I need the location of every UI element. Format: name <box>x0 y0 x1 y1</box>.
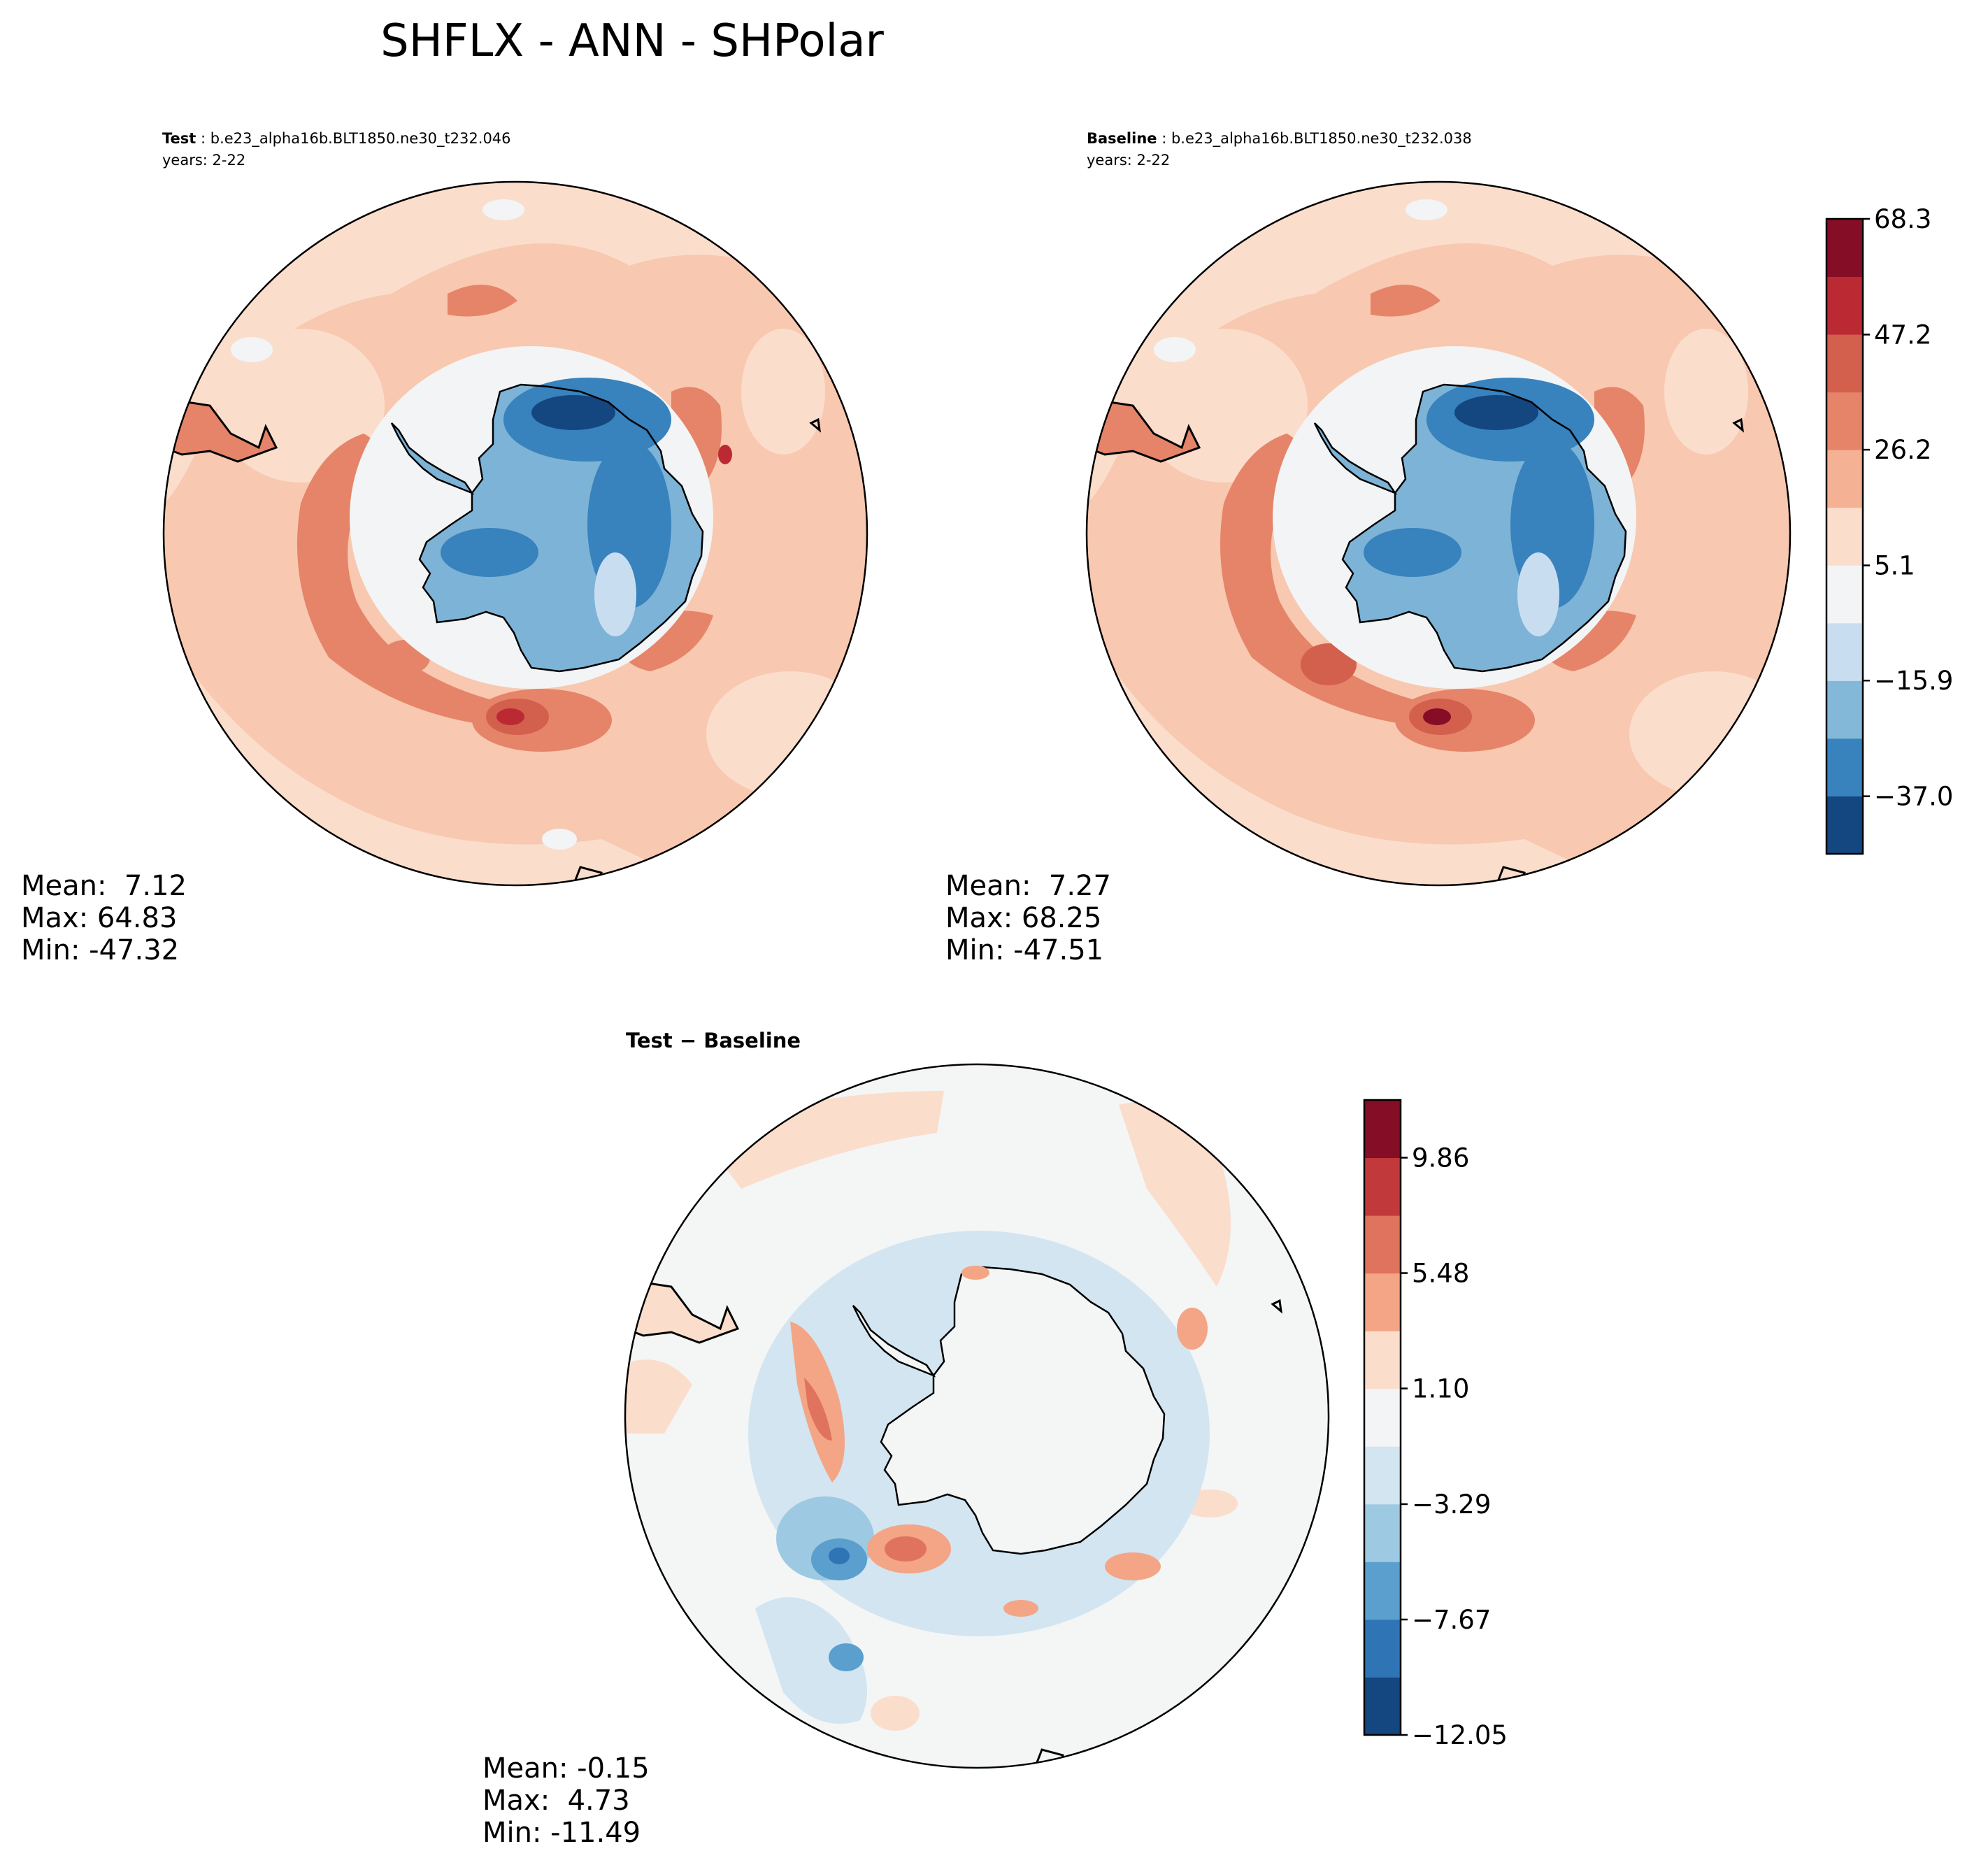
panel-diff-max: Max: 4.73 <box>482 1785 630 1817</box>
panel-baseline-label-rest: : b.e23_alpha16b.BLT1850.ne30_t232.038 <box>1157 130 1472 148</box>
colorbar-abs-tick-label: −37.0 <box>1874 782 1953 812</box>
panel-baseline-header: Baseline : b.e23_alpha16b.BLT1850.ne30_t… <box>1087 130 1472 148</box>
colorbar-diff-swatch <box>1364 1215 1401 1274</box>
panel-diff-mean: Mean: -0.15 <box>482 1752 650 1785</box>
colorbar-abs-swatch <box>1826 565 1863 624</box>
map-diff <box>625 1064 1329 1768</box>
panel-test: Test : b.e23_alpha16b.BLT1850.ne30_t232.… <box>21 130 868 966</box>
colorbar-diff-swatch <box>1364 1331 1401 1389</box>
panel-baseline-min: Min: -47.51 <box>945 934 1103 966</box>
colorbar-abs-tick-label: 5.1 <box>1874 551 1915 581</box>
colorbar-abs-tick-label: 26.2 <box>1874 435 1931 465</box>
panel-baseline-years: years: 2-22 <box>1087 152 1170 169</box>
colorbar-diff-tick-label: −12.05 <box>1412 1720 1508 1750</box>
colorbar-absolute: 68.3 47.2 26.2 5.1 −15.9 −37.0 <box>1825 204 1953 855</box>
panel-baseline-mean: Mean: 7.27 <box>945 870 1111 902</box>
colorbar-abs-tick-label: −15.9 <box>1874 666 1953 696</box>
panel-diff: Test − Baseline <box>482 1029 1330 1849</box>
colorbar-diff-tick-label: 9.86 <box>1412 1143 1469 1173</box>
colorbar-diff-swatch <box>1364 1157 1401 1216</box>
panel-diff-header: Test − Baseline <box>626 1029 801 1052</box>
colorbar-diff-tick-label: −3.29 <box>1412 1489 1491 1520</box>
colorbar-diff-swatch <box>1364 1619 1401 1678</box>
panel-baseline-max: Max: 68.25 <box>945 902 1101 934</box>
panel-baseline: Baseline : b.e23_alpha16b.BLT1850.ne30_t… <box>945 130 1792 966</box>
map-baseline <box>1087 182 1790 885</box>
panel-test-max: Max: 64.83 <box>21 902 177 934</box>
panel-test-mean: Mean: 7.12 <box>21 870 187 902</box>
colorbar-diff-tick-label: 5.48 <box>1412 1259 1469 1289</box>
colorbar-abs-swatch <box>1826 334 1863 393</box>
panel-test-min: Min: -47.32 <box>21 934 179 966</box>
panel-baseline-label-bold: Baseline <box>1087 130 1157 147</box>
panel-diff-min: Min: -11.49 <box>482 1817 641 1849</box>
colorbar-abs-frame <box>1825 217 1864 855</box>
colorbar-diff-frame <box>1363 1099 1402 1736</box>
panel-test-years: years: 2-22 <box>162 152 245 169</box>
colorbar-abs-swatch <box>1826 219 1863 278</box>
colorbar-difference: 9.86 5.48 1.10 −3.29 −7.67 −12.05 <box>1363 1099 1508 1750</box>
colorbar-abs-swatch <box>1826 738 1863 796</box>
panel-test-label-rest: : b.e23_alpha16b.BLT1850.ne30_t232.046 <box>196 130 510 148</box>
colorbar-diff-swatch <box>1364 1562 1401 1620</box>
colorbar-diff-swatch <box>1364 1388 1401 1447</box>
colorbar-abs-swatch <box>1826 392 1863 450</box>
colorbar-diff-swatch <box>1364 1273 1401 1331</box>
colorbar-diff-swatch <box>1364 1446 1401 1505</box>
colorbar-abs-swatch <box>1826 622 1863 681</box>
colorbar-diff-swatch <box>1364 1677 1401 1736</box>
colorbar-diff-tick-label: −7.67 <box>1412 1605 1491 1635</box>
panel-test-label-bold: Test <box>162 130 196 147</box>
colorbar-diff-tick-label: 1.10 <box>1412 1374 1469 1404</box>
colorbar-abs-tick-label: 68.3 <box>1874 204 1931 234</box>
colorbar-abs-tick-label: 47.2 <box>1874 320 1931 350</box>
panel-test-header: Test : b.e23_alpha16b.BLT1850.ne30_t232.… <box>162 130 511 148</box>
colorbar-abs-swatch <box>1826 680 1863 739</box>
colorbar-abs-swatch <box>1826 450 1863 508</box>
colorbar-abs-swatch <box>1826 276 1863 335</box>
colorbar-diff-swatch <box>1364 1503 1401 1562</box>
colorbar-diff-swatch <box>1364 1100 1401 1159</box>
colorbar-abs-swatch <box>1826 796 1863 855</box>
colorbar-abs-swatch <box>1826 507 1863 566</box>
figure-title: SHFLX - ANN - SHPolar <box>380 15 884 67</box>
